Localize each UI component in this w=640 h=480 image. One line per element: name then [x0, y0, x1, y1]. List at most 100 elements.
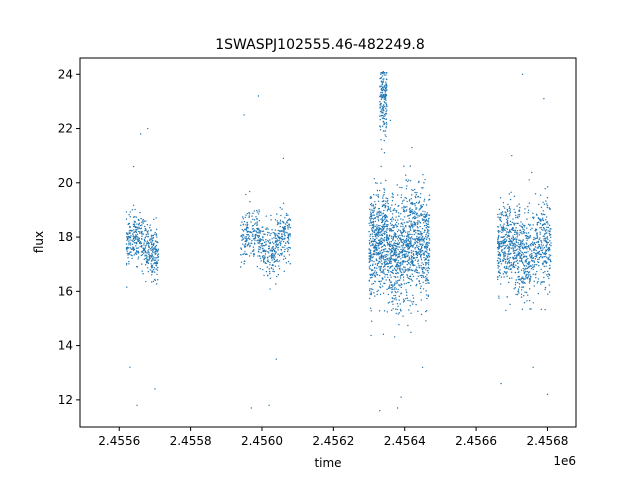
data-point: [385, 253, 388, 256]
data-point: [407, 270, 409, 272]
data-point: [253, 249, 255, 251]
data-point: [256, 209, 258, 212]
data-point: [126, 239, 128, 241]
data-point: [369, 251, 372, 254]
data-point: [500, 226, 503, 228]
data-point: [382, 120, 385, 123]
data-point: [425, 278, 427, 280]
data-point: [541, 219, 543, 221]
data-point: [155, 234, 157, 236]
data-point: [268, 268, 270, 270]
data-point: [502, 245, 504, 247]
data-point: [415, 201, 418, 204]
data-point: [504, 244, 506, 247]
y-tick-label: 22: [58, 122, 73, 136]
data-point: [408, 246, 411, 248]
data-point: [271, 250, 273, 253]
data-point: [152, 249, 154, 251]
data-point: [510, 223, 512, 226]
data-point: [526, 270, 529, 273]
data-point: [154, 231, 156, 234]
data-point: [381, 148, 383, 150]
data-point: [287, 260, 290, 263]
data-point: [546, 237, 548, 239]
data-point: [421, 249, 424, 252]
data-point: [499, 258, 501, 260]
data-point: [390, 218, 393, 220]
data-point: [384, 98, 387, 100]
data-point: [392, 218, 395, 220]
data-point: [380, 271, 382, 273]
data-point: [545, 221, 548, 224]
data-point: [143, 244, 145, 246]
data-point: [400, 286, 402, 289]
data-point: [384, 216, 386, 218]
data-point: [134, 236, 136, 238]
data-point: [383, 98, 386, 100]
data-point: [155, 244, 158, 247]
data-point: [269, 250, 271, 252]
data-point: [499, 218, 501, 220]
data-point: [379, 280, 381, 283]
x-tick-label: 2.4564: [384, 434, 426, 448]
data-point: [409, 199, 411, 201]
data-point: [132, 165, 135, 168]
data-point: [404, 266, 406, 268]
data-point: [380, 96, 382, 98]
data-point: [405, 291, 408, 294]
data-point: [412, 275, 415, 278]
data-point: [256, 265, 259, 268]
data-point: [542, 213, 545, 215]
data-point: [281, 252, 283, 254]
data-point: [275, 243, 278, 245]
data-point: [139, 231, 141, 233]
data-point: [528, 247, 531, 250]
data-point: [392, 209, 394, 212]
data-point: [253, 219, 256, 221]
data-point: [371, 260, 373, 262]
data-point: [394, 258, 397, 260]
data-point: [545, 246, 548, 248]
data-point: [510, 252, 512, 255]
data-point: [516, 216, 519, 218]
data-point: [406, 200, 408, 203]
data-point: [502, 230, 504, 232]
data-point: [258, 255, 261, 257]
data-point: [380, 267, 382, 269]
data-point: [374, 225, 377, 228]
data-point: [129, 247, 131, 249]
data-point: [157, 256, 159, 259]
data-point: [141, 253, 143, 256]
data-point: [420, 231, 422, 233]
y-tick-label: 12: [58, 393, 73, 407]
data-point: [376, 212, 378, 214]
data-point: [540, 255, 542, 258]
data-point: [400, 231, 402, 234]
data-point: [426, 294, 428, 296]
data-point: [409, 207, 411, 209]
data-point: [499, 224, 502, 226]
data-point: [542, 210, 544, 212]
data-point: [277, 232, 279, 235]
data-point: [382, 89, 384, 92]
data-point: [383, 250, 385, 253]
data-point: [155, 264, 157, 267]
data-point: [422, 272, 424, 274]
data-point: [376, 249, 379, 251]
data-point: [512, 235, 514, 237]
data-point: [406, 297, 409, 299]
data-point: [529, 229, 532, 231]
data-point: [534, 252, 537, 255]
data-point: [285, 262, 288, 264]
data-point: [146, 230, 148, 233]
data-point: [514, 284, 517, 286]
data-point: [520, 289, 523, 291]
data-point: [143, 247, 145, 249]
data-point: [545, 241, 548, 244]
data-point: [520, 254, 523, 257]
data-point: [522, 267, 524, 270]
data-point: [501, 241, 504, 243]
data-point: [386, 311, 389, 313]
data-point: [521, 281, 523, 284]
data-point: [372, 235, 374, 238]
